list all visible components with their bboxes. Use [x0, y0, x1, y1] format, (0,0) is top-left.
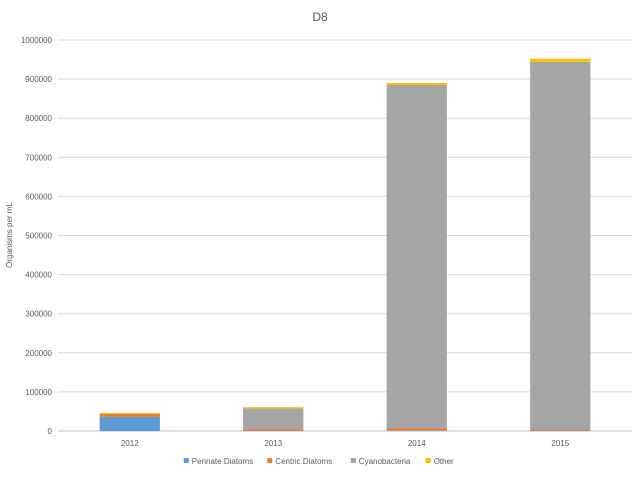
y-tick-label: 700000 [25, 153, 52, 162]
bar-segment [386, 83, 447, 85]
x-tick-label: 2015 [551, 439, 569, 448]
y-axis-ticks: 0 100000 200000 300000 400000 500000 600000 700… [21, 36, 53, 436]
y-tick-label: 300000 [25, 310, 52, 319]
y-tick-label: 500000 [25, 232, 52, 241]
chart-title: D8 [312, 10, 328, 24]
legend-label: Other [434, 457, 454, 466]
bar-segment [386, 430, 447, 431]
bar-segment [386, 427, 447, 431]
bar-segment [530, 429, 591, 431]
y-tick-label: 1000000 [21, 36, 53, 45]
bar-segment [243, 407, 304, 409]
y-tick-label: 900000 [25, 75, 52, 84]
bar-segment [99, 413, 160, 414]
legend-swatch [183, 458, 189, 463]
legend-swatch [350, 458, 356, 463]
bar-segment [243, 430, 304, 432]
bar-segment [530, 430, 591, 432]
x-tick-label: 2014 [408, 439, 426, 448]
y-tick-label: 600000 [25, 192, 52, 201]
x-tick-label: 2012 [121, 439, 139, 448]
y-tick-label: 800000 [25, 114, 52, 123]
y-tick-label: 400000 [25, 271, 52, 280]
x-axis-ticks: 2012 2013 2014 2015 [121, 439, 570, 448]
y-tick-label: 200000 [25, 349, 52, 358]
bar-segment [99, 416, 160, 431]
legend: Pennate Diatoms Centric Diatoms Cyanobacte… [183, 457, 454, 466]
legend-label: Pennate Diatoms [192, 457, 253, 466]
bar-segment [386, 84, 447, 428]
bar-segment [243, 408, 304, 430]
legend-label: Cyanobacteria [359, 457, 411, 466]
bar-segment [530, 58, 591, 62]
legend-swatch [267, 458, 273, 463]
legend-label: Centric Diatoms [275, 457, 332, 466]
y-axis-label: Organisms per mL [5, 202, 14, 268]
bars [99, 58, 591, 432]
bar-segment [99, 413, 160, 417]
x-tick-label: 2013 [264, 439, 282, 448]
bar-segment [530, 61, 591, 430]
y-tick-label: 0 [48, 427, 53, 436]
y-tick-label: 100000 [25, 388, 52, 397]
bar-segment [243, 429, 304, 431]
legend-swatch [425, 458, 431, 463]
